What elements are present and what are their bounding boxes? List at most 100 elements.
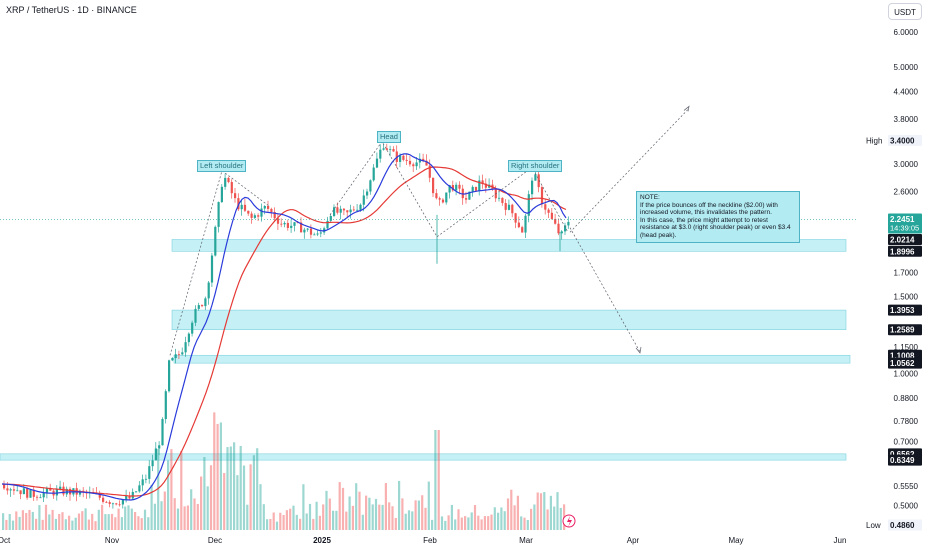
price-label-tag: High <box>866 136 882 145</box>
volume-bar <box>424 507 427 530</box>
volume-bar <box>457 509 460 530</box>
candle-body <box>342 208 346 211</box>
candle-body <box>194 308 197 323</box>
candle-body <box>240 204 243 210</box>
volume-bar <box>345 511 348 530</box>
volume-bar <box>361 514 364 530</box>
price-label-value: 1.3953 <box>890 306 915 315</box>
candle-body <box>514 213 517 223</box>
candle-body <box>42 492 45 498</box>
candle-body <box>359 204 362 210</box>
note-line-1: If the price bounces off the neckline ($… <box>640 201 778 217</box>
ema-fast-line <box>1 153 567 501</box>
candle-body <box>141 479 144 486</box>
volume-bar <box>101 504 104 530</box>
volume-bar <box>209 465 213 530</box>
candle-body <box>217 202 220 227</box>
candle-body <box>125 495 128 500</box>
candle-body <box>418 158 421 163</box>
volume-bar <box>266 519 269 530</box>
candle-body <box>276 218 280 224</box>
volume-bar <box>176 508 180 530</box>
x-tick-label: 2025 <box>313 536 331 545</box>
candle-body <box>306 228 309 230</box>
volume-bar <box>71 520 74 530</box>
volume-bar <box>140 518 143 530</box>
candle-body <box>451 185 454 191</box>
y-tick-label: 2.6000 <box>894 188 919 197</box>
candle-body <box>468 191 471 200</box>
volume-bar <box>506 498 510 530</box>
volume-bar <box>117 508 120 530</box>
candle-body <box>270 208 273 212</box>
candle-body <box>174 354 177 359</box>
price-label-value: 0.6349 <box>890 456 915 465</box>
candle-body <box>118 504 121 506</box>
price-label-value: 3.4000 <box>890 136 915 145</box>
candle-body <box>329 215 332 221</box>
volume-bar <box>35 518 38 530</box>
price-label-box <box>888 454 922 466</box>
candle-body <box>554 218 557 224</box>
y-tick-label: 3.8000 <box>894 115 919 124</box>
volume-bar <box>355 483 358 530</box>
volume-bar <box>213 412 216 530</box>
volume-bar <box>335 510 338 530</box>
volume-bar <box>328 498 331 530</box>
volume-bar <box>414 500 417 530</box>
candle-body <box>422 158 425 161</box>
candle-body <box>425 160 428 166</box>
volume-bar <box>539 493 543 530</box>
volume-bar <box>256 448 259 530</box>
price-label-value: 1.8996 <box>890 247 915 256</box>
candle-body <box>148 466 151 479</box>
y-tick-label: 0.5550 <box>894 482 919 491</box>
volume-bar <box>351 505 354 530</box>
candle-body <box>78 490 82 495</box>
volume-bar <box>120 517 123 530</box>
volume-bar <box>464 516 467 530</box>
volume-bar <box>467 517 470 530</box>
volume-bar <box>447 515 450 530</box>
candle-body <box>507 204 511 210</box>
candle-body <box>521 227 524 233</box>
volume-bar <box>401 498 404 530</box>
candle-body <box>412 164 415 167</box>
candle-body <box>498 197 501 199</box>
candle-body <box>402 155 405 160</box>
volume-bar <box>193 498 196 530</box>
candle-body <box>382 148 385 150</box>
volume-bar <box>473 505 477 530</box>
volume-bar <box>490 514 493 530</box>
volume-bar <box>94 521 97 530</box>
volume-bar <box>44 504 48 530</box>
price-label-box <box>888 134 922 146</box>
volume-bar <box>239 445 242 530</box>
price-label-box <box>888 324 922 336</box>
left-shoulder-label: Left shoulder <box>197 160 247 172</box>
candle-body <box>283 222 286 225</box>
volume-bar <box>219 422 222 530</box>
volume-bar <box>282 514 285 530</box>
candle-body <box>389 149 392 150</box>
candle-body <box>32 489 35 497</box>
y-tick-label: 0.7000 <box>894 438 919 447</box>
volume-bar <box>114 517 117 530</box>
volume-bar <box>388 502 391 530</box>
currency-selector[interactable]: USDT <box>888 3 922 20</box>
price-label-value: 0.6562 <box>890 450 915 459</box>
volume-bar <box>173 498 176 530</box>
candle-body <box>524 215 527 233</box>
candle-body <box>121 499 124 505</box>
price-label-box <box>888 245 922 257</box>
volume-bar <box>516 495 519 530</box>
volume-bar <box>487 516 490 530</box>
candle-body <box>537 174 540 188</box>
volume-bar <box>130 508 133 530</box>
candle-body <box>448 185 451 193</box>
candle-body <box>455 184 458 191</box>
price-label-value: 1.0562 <box>890 359 915 368</box>
volume-bar <box>305 513 308 530</box>
